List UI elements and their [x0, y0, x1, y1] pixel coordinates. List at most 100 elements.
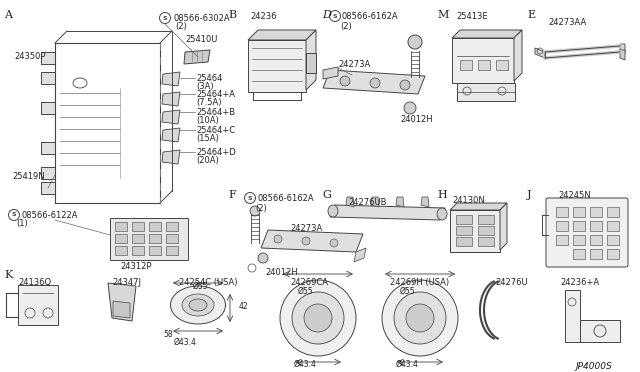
FancyBboxPatch shape [590, 235, 602, 245]
Polygon shape [500, 203, 507, 250]
Text: 25464: 25464 [196, 74, 222, 83]
Text: 24236: 24236 [250, 12, 276, 21]
FancyBboxPatch shape [132, 234, 144, 243]
FancyBboxPatch shape [573, 235, 585, 245]
Polygon shape [452, 30, 522, 38]
Polygon shape [323, 70, 425, 94]
FancyBboxPatch shape [41, 182, 55, 194]
FancyBboxPatch shape [132, 246, 144, 255]
Polygon shape [421, 197, 429, 207]
Circle shape [304, 304, 332, 332]
Polygon shape [354, 248, 366, 262]
FancyBboxPatch shape [590, 249, 602, 259]
Text: (15A): (15A) [196, 134, 219, 143]
FancyBboxPatch shape [166, 234, 178, 243]
Polygon shape [535, 48, 545, 58]
FancyBboxPatch shape [166, 246, 178, 255]
Text: JP4000S: JP4000S [575, 362, 612, 371]
Text: (2): (2) [255, 204, 267, 213]
Text: 24136Q: 24136Q [18, 278, 51, 287]
Text: (10A): (10A) [196, 116, 219, 125]
FancyBboxPatch shape [41, 52, 55, 64]
Text: (1): (1) [16, 219, 28, 228]
FancyBboxPatch shape [248, 40, 306, 92]
Circle shape [408, 35, 422, 49]
Circle shape [394, 292, 446, 344]
Text: Ø43.4: Ø43.4 [294, 360, 316, 369]
Text: F: F [228, 190, 236, 200]
Text: A: A [4, 10, 12, 20]
FancyBboxPatch shape [460, 60, 472, 70]
Text: 25464+D: 25464+D [196, 148, 236, 157]
Polygon shape [620, 44, 625, 54]
FancyBboxPatch shape [456, 226, 472, 235]
Polygon shape [396, 197, 404, 207]
Text: S: S [248, 196, 252, 201]
FancyBboxPatch shape [456, 237, 472, 246]
Text: Ø55: Ø55 [399, 287, 415, 296]
Text: S: S [163, 16, 167, 20]
Text: H: H [437, 190, 447, 200]
Text: D: D [322, 10, 331, 20]
Polygon shape [162, 72, 180, 86]
FancyBboxPatch shape [607, 249, 619, 259]
FancyBboxPatch shape [478, 237, 494, 246]
Circle shape [292, 292, 344, 344]
FancyBboxPatch shape [478, 60, 490, 70]
Text: 58: 58 [163, 330, 173, 339]
Polygon shape [620, 50, 625, 60]
Circle shape [404, 102, 416, 114]
Text: (7.5A): (7.5A) [196, 98, 221, 107]
FancyBboxPatch shape [41, 167, 55, 179]
FancyBboxPatch shape [565, 290, 580, 342]
Text: Ø43.4: Ø43.4 [173, 338, 196, 347]
Text: G: G [322, 190, 331, 200]
Circle shape [370, 78, 380, 88]
Polygon shape [108, 283, 136, 321]
Text: S: S [333, 13, 337, 19]
FancyBboxPatch shape [132, 222, 144, 231]
Text: 25413E: 25413E [456, 12, 488, 21]
Polygon shape [162, 150, 180, 164]
Text: 24312P: 24312P [120, 262, 152, 271]
Text: M: M [437, 10, 449, 20]
FancyBboxPatch shape [306, 53, 316, 73]
FancyBboxPatch shape [110, 218, 188, 260]
Circle shape [330, 239, 338, 247]
Circle shape [406, 304, 434, 332]
Polygon shape [184, 50, 210, 64]
Text: 24273AA: 24273AA [548, 18, 586, 27]
Text: 24276U: 24276U [495, 278, 527, 287]
Text: (20A): (20A) [196, 156, 219, 165]
Text: 24273A: 24273A [338, 60, 371, 69]
FancyBboxPatch shape [149, 222, 161, 231]
Text: 24012H: 24012H [400, 115, 433, 124]
Polygon shape [261, 230, 363, 252]
FancyBboxPatch shape [556, 221, 568, 231]
FancyBboxPatch shape [115, 246, 127, 255]
FancyBboxPatch shape [452, 38, 514, 83]
Circle shape [340, 76, 350, 86]
FancyBboxPatch shape [478, 215, 494, 224]
FancyBboxPatch shape [18, 285, 58, 325]
FancyBboxPatch shape [41, 142, 55, 154]
Circle shape [274, 235, 282, 243]
FancyBboxPatch shape [546, 198, 628, 267]
Text: 24273A: 24273A [290, 224, 323, 233]
Text: 08566-6302A: 08566-6302A [173, 14, 230, 23]
Circle shape [382, 280, 458, 356]
FancyBboxPatch shape [478, 226, 494, 235]
Polygon shape [514, 30, 522, 81]
FancyBboxPatch shape [457, 83, 515, 101]
Text: 24347J: 24347J [112, 278, 141, 287]
Text: S: S [12, 212, 16, 218]
FancyBboxPatch shape [115, 234, 127, 243]
Polygon shape [346, 197, 354, 207]
Text: 08566-6162A: 08566-6162A [342, 12, 399, 21]
FancyBboxPatch shape [115, 222, 127, 231]
Ellipse shape [437, 208, 447, 220]
Polygon shape [330, 205, 445, 220]
Polygon shape [162, 92, 180, 106]
Circle shape [258, 253, 268, 263]
Text: B: B [228, 10, 236, 20]
